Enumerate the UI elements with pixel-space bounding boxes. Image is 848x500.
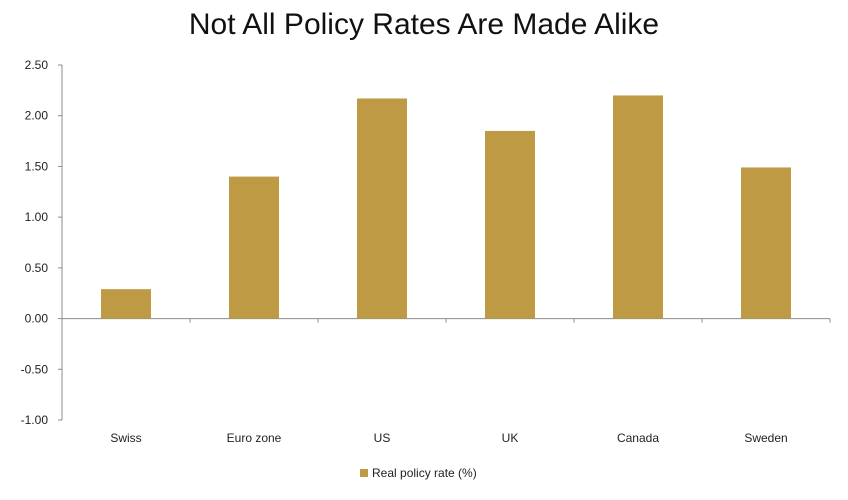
- y-tick-label: -1.00: [21, 413, 49, 427]
- y-tick-label: 2.00: [25, 109, 49, 123]
- legend-label: Real policy rate (%): [372, 466, 477, 480]
- y-tick-label: 1.00: [25, 210, 49, 224]
- bar-us: [357, 98, 407, 319]
- legend-swatch: [360, 469, 368, 477]
- y-tick-label: 0.50: [25, 261, 49, 275]
- x-category-label: Euro zone: [227, 431, 282, 445]
- y-tick-label: 2.50: [25, 58, 49, 72]
- y-tick-label: 1.50: [25, 159, 49, 173]
- chart-title: Not All Policy Rates Are Made Alike: [188, 8, 660, 41]
- x-category-label: US: [374, 431, 391, 445]
- axes: [61, 65, 831, 420]
- y-tick-label: -0.50: [21, 362, 49, 376]
- x-category-label: UK: [502, 431, 519, 445]
- x-category-label: Swiss: [110, 431, 141, 445]
- bar-uk: [485, 130, 535, 319]
- x-category-label: Canada: [617, 431, 659, 445]
- y-axis-ticks: 2.50 2.00 1.50 1.00 0.50 0.00 -0.50 -1.00: [21, 58, 62, 427]
- x-axis-labels: Swiss Euro zone US UK Canada Sweden: [110, 431, 787, 445]
- bar-sweden: [741, 167, 791, 319]
- bars: [101, 95, 791, 319]
- bar-euro-zone: [229, 176, 279, 319]
- legend: Real policy rate (%): [360, 466, 477, 480]
- bar-swiss: [101, 289, 151, 319]
- y-tick-label: 0.00: [25, 312, 49, 326]
- bar-canada: [613, 95, 663, 319]
- x-category-label: Sweden: [744, 431, 787, 445]
